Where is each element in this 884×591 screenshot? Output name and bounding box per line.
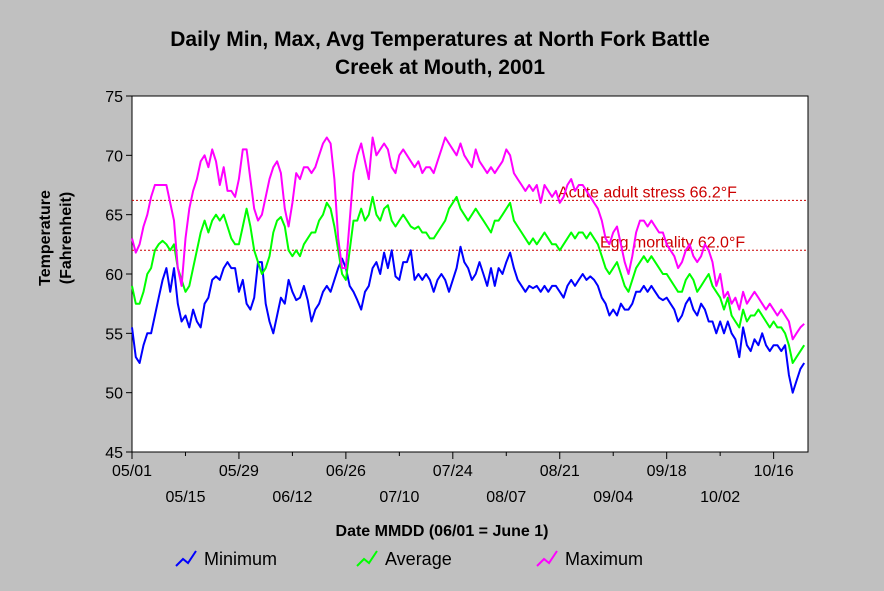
x-tick-label: 07/10 [379,489,419,506]
x-tick-label: 08/07 [486,489,526,506]
legend-label: Maximum [565,549,643,569]
y-tick-label: 50 [105,386,123,403]
x-axis-title: Date MMDD (06/01 = June 1) [336,523,549,540]
reference-lines: Acute adult stress 66.2°F Egg mortality 6… [132,184,808,251]
legend: Minimum Average Maximum [175,549,643,569]
y-tick-label: 70 [105,148,123,165]
x-tick-label: 09/18 [647,463,687,480]
x-tick-label: 05/15 [165,489,205,506]
y-tick-label: 65 [105,208,123,225]
y-axis: 45 50 55 60 65 70 75 [105,89,132,462]
y-tick-label: 75 [105,89,123,106]
chart-title-line-2: Creek at Mouth, 2001 [335,56,545,79]
x-tick-label: 05/29 [219,463,259,480]
chart-title-line-1: Daily Min, Max, Avg Temperatures at Nort… [170,28,710,51]
reference-line-label: Acute adult stress 66.2°F [558,184,737,201]
x-tick-label: 10/02 [700,489,740,506]
series-lines [131,136,806,394]
x-tick-label: 10/16 [754,463,794,480]
x-tick-label: 06/12 [272,489,312,506]
x-tick-label: 06/26 [326,463,366,480]
y-axis-title-line-2: (Fahrenheit) [58,192,75,284]
legend-swatch [356,550,378,567]
x-tick-label: 05/01 [112,463,152,480]
y-axis-title-line-1: Temperature [37,190,54,286]
x-tick-label: 07/24 [433,463,473,480]
legend-label: Average [385,549,452,569]
x-tick-label: 08/21 [540,463,580,480]
y-tick-label: 55 [105,326,123,343]
y-tick-label: 45 [105,445,123,462]
legend-label: Minimum [204,549,277,569]
series-line-maximum [131,136,805,341]
series-line-minimum [131,245,806,394]
x-axis: 05/01 05/15 05/29 06/12 06/26 07/10 07/24 08/07… [112,452,794,506]
y-tick-label: 60 [105,267,123,284]
legend-swatch [175,550,197,567]
series-line-average [131,195,806,364]
legend-swatch [536,550,558,567]
reference-line-label: Egg mortality 62.0°F [600,234,745,251]
x-tick-label: 09/04 [593,489,633,506]
